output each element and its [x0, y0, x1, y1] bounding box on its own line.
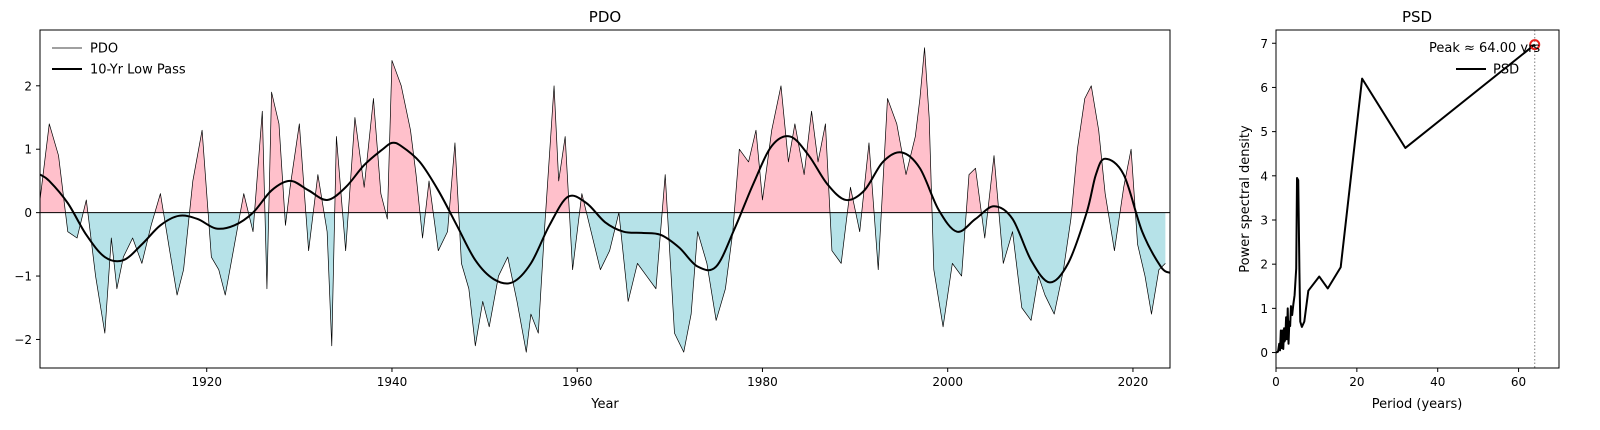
pdo-y-axis: −2 −1 0 1 2 — [14, 79, 40, 347]
pdo-legend: PDO 10-Yr Low Pass — [52, 42, 186, 78]
pdo-y-tick-label: −2 — [14, 333, 32, 347]
legend-psd-label: PSD — [1493, 63, 1519, 78]
psd-peak-marker — [1529, 39, 1541, 51]
psd-y-tick-label: 2 — [1260, 258, 1268, 272]
psd-y-tick-label: 3 — [1260, 213, 1268, 227]
pdo-chart: PDO 1920 1940 1960 1980 2000 2020 −2 −1 0 1 2 Yea… — [14, 8, 1171, 412]
psd-x-tick-label: 60 — [1511, 375, 1526, 389]
pdo-x-axis-label: Year — [590, 397, 619, 412]
psd-plot-area — [1276, 30, 1541, 368]
psd-y-tick-label: 6 — [1260, 81, 1268, 95]
psd-y-axis-label: Power spectral density — [1238, 125, 1253, 273]
psd-y-tick-label: 7 — [1260, 37, 1268, 51]
pdo-x-tick-label: 1920 — [191, 375, 222, 389]
psd-legend: PSD — [1456, 63, 1519, 78]
pdo-y-tick-label: 2 — [24, 79, 32, 93]
pdo-negative-fill — [40, 212, 1166, 353]
pdo-plot-area — [40, 47, 1170, 353]
psd-axes-frame — [1275, 29, 1560, 369]
pdo-y-tick-label: 0 — [24, 206, 32, 220]
psd-chart: PSD 0 20 40 60 0 1 2 3 4 5 6 7 Period (years) Powe… — [1238, 8, 1560, 412]
psd-peak-annotation: Peak ≈ 64.00 yrs — [1429, 41, 1540, 56]
psd-x-tick-label: 40 — [1430, 375, 1445, 389]
pdo-x-tick-label: 2020 — [1118, 375, 1149, 389]
legend-pdo-label: PDO — [90, 42, 118, 57]
psd-y-axis: 0 1 2 3 4 5 6 7 — [1260, 37, 1276, 360]
pdo-y-tick-label: −1 — [14, 270, 32, 284]
pdo-x-axis: 1920 1940 1960 1980 2000 2020 — [191, 368, 1148, 389]
psd-series-line — [1276, 43, 1536, 354]
psd-x-tick-label: 0 — [1272, 375, 1280, 389]
psd-chart-title: PSD — [1402, 8, 1432, 26]
psd-x-tick-label: 20 — [1349, 375, 1364, 389]
pdo-positive-fill — [40, 47, 1166, 213]
pdo-x-tick-label: 1980 — [747, 375, 778, 389]
legend-lowpass-label: 10-Yr Low Pass — [90, 63, 186, 78]
pdo-x-tick-label: 2000 — [932, 375, 963, 389]
lowpass-series-line — [40, 135, 1170, 285]
psd-y-tick-label: 5 — [1260, 125, 1268, 139]
psd-x-axis-label: Period (years) — [1372, 397, 1463, 412]
pdo-x-tick-label: 1940 — [377, 375, 408, 389]
pdo-axes-frame — [39, 29, 1171, 369]
psd-x-axis: 0 20 40 60 — [1272, 368, 1526, 389]
psd-y-tick-label: 0 — [1260, 346, 1268, 360]
psd-y-tick-label: 1 — [1260, 302, 1268, 316]
pdo-x-tick-label: 1960 — [562, 375, 593, 389]
pdo-chart-title: PDO — [589, 8, 621, 26]
pdo-series-line — [40, 47, 1166, 353]
pdo-y-tick-label: 1 — [24, 143, 32, 157]
psd-y-tick-label: 4 — [1260, 169, 1268, 183]
